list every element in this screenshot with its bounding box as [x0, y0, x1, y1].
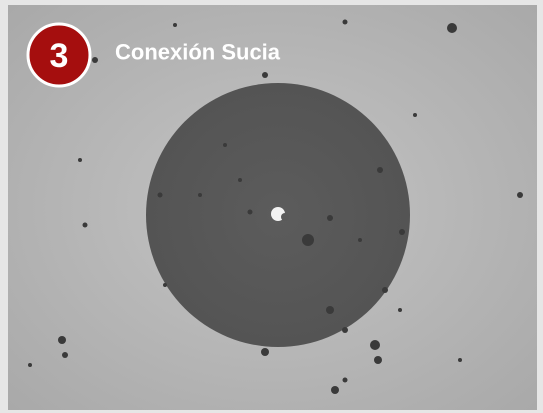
badge: [26, 22, 92, 88]
fiber-core-shadow: [281, 213, 289, 221]
dust-particles: [28, 19, 523, 394]
caption: Conexión Sucia: [115, 40, 281, 65]
badge-number: 3: [50, 37, 69, 75]
